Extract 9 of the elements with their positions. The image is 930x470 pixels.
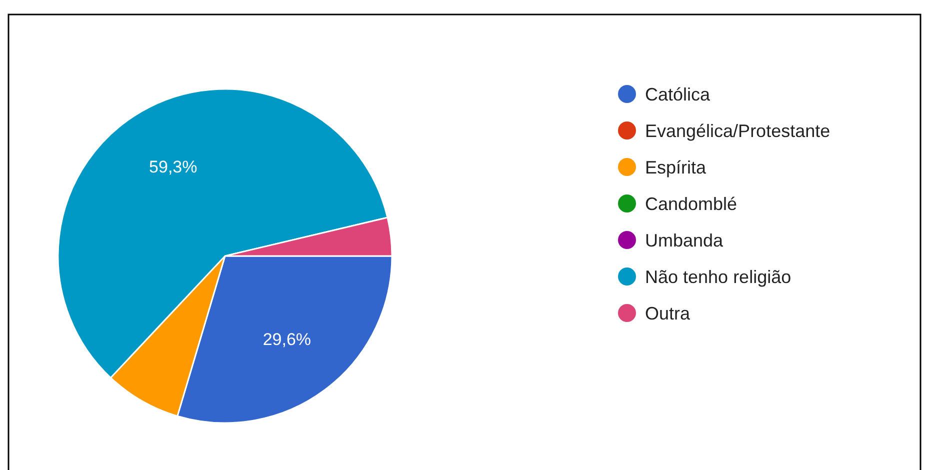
legend-label: Umbanda (645, 230, 724, 250)
legend-label: Espírita (645, 157, 708, 178)
legend-label: Candomblé (645, 194, 738, 214)
legend-label: Católica (645, 84, 712, 104)
data-label: 59,3% (149, 157, 198, 176)
data-label: 29,6% (262, 330, 312, 349)
legend-label: Evangélica/Protestante (645, 120, 830, 141)
legend-label: Não tenho religião (645, 266, 792, 287)
legend-label: Outra (645, 303, 692, 324)
